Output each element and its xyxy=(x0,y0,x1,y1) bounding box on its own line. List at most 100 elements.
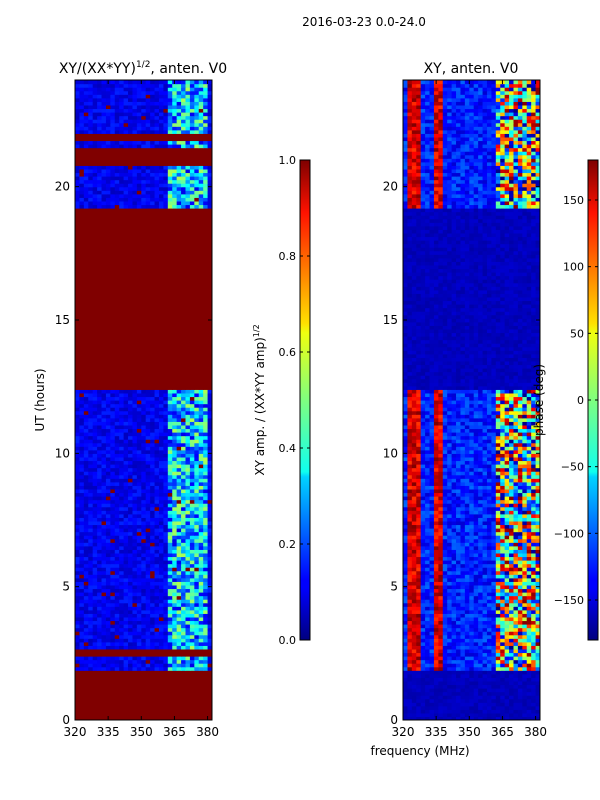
heatmap-cell xyxy=(172,264,178,270)
heatmap-cell xyxy=(198,432,204,437)
heatmap-cell xyxy=(194,698,200,703)
heatmap-cell xyxy=(145,321,151,326)
heatmap-cell xyxy=(150,254,156,259)
heatmap-cell xyxy=(207,456,212,462)
heatmap-cell xyxy=(105,304,111,309)
heatmap-cell xyxy=(176,279,182,284)
heatmap-cell xyxy=(176,535,182,540)
heatmap-cell xyxy=(79,506,85,511)
heatmap-cell xyxy=(176,481,182,486)
heatmap-cell xyxy=(163,453,169,458)
heatmap-cell xyxy=(158,677,164,682)
heatmap-cell xyxy=(114,698,120,703)
heatmap-cell xyxy=(101,528,107,533)
heatmap-cell xyxy=(207,382,212,387)
heatmap-cell xyxy=(203,318,209,323)
heatmap-cell xyxy=(114,631,120,636)
heatmap-cell xyxy=(75,492,81,497)
heatmap-cell xyxy=(114,634,120,639)
heatmap-cell xyxy=(158,424,164,430)
heatmap-cell xyxy=(119,371,125,376)
heatmap-cell xyxy=(83,410,89,415)
heatmap-cell xyxy=(75,488,81,494)
heatmap-cell xyxy=(150,666,156,671)
heatmap-cell xyxy=(181,474,187,479)
heatmap-cell xyxy=(198,535,204,540)
heatmap-cell xyxy=(123,268,129,273)
heatmap-cell xyxy=(97,186,103,191)
heatmap-cell xyxy=(132,154,138,159)
heatmap-cell xyxy=(136,400,142,405)
heatmap-cell xyxy=(158,648,164,654)
heatmap-cell xyxy=(158,328,164,334)
heatmap-cell xyxy=(119,659,125,664)
heatmap-cell xyxy=(198,154,204,159)
heatmap-cell xyxy=(75,549,81,554)
heatmap-cell xyxy=(189,275,195,280)
heatmap-cell xyxy=(167,368,173,373)
heatmap-cell xyxy=(83,346,89,351)
heatmap-cell xyxy=(101,240,107,245)
heatmap-cell xyxy=(176,581,182,586)
heatmap-cell xyxy=(198,311,204,316)
heatmap-cell xyxy=(97,524,103,529)
heatmap-cell xyxy=(207,186,212,191)
heatmap-cell xyxy=(150,520,156,526)
heatmap-cell xyxy=(158,179,164,184)
heatmap-cell xyxy=(203,151,209,156)
heatmap-cell xyxy=(110,595,116,600)
heatmap-cell xyxy=(88,698,94,703)
heatmap-cell xyxy=(97,513,103,518)
heatmap-cell xyxy=(167,656,173,661)
heatmap-cell xyxy=(119,378,125,383)
heatmap-cell xyxy=(123,503,129,508)
heatmap-cell xyxy=(88,147,94,152)
heatmap-cell xyxy=(128,421,134,426)
heatmap-cell xyxy=(128,261,134,266)
heatmap-cell xyxy=(128,332,134,337)
heatmap-cell xyxy=(203,346,209,351)
heatmap-cell xyxy=(189,254,195,259)
heatmap-cell xyxy=(176,250,182,255)
heatmap-cell xyxy=(181,517,187,522)
heatmap-cell xyxy=(198,336,204,341)
heatmap-cell xyxy=(154,250,160,255)
heatmap-cell xyxy=(141,684,147,689)
heatmap-cell xyxy=(158,446,164,451)
heatmap-cell xyxy=(79,666,85,671)
heatmap-cell xyxy=(114,510,120,515)
heatmap-cell xyxy=(101,282,107,287)
heatmap-cell xyxy=(167,282,173,287)
heatmap-cell xyxy=(203,666,209,671)
heatmap-cell xyxy=(141,712,147,718)
heatmap-cell xyxy=(185,396,191,401)
heatmap-cell xyxy=(207,552,212,558)
heatmap-cell xyxy=(163,250,169,255)
heatmap-cell xyxy=(110,609,116,614)
heatmap-cell xyxy=(132,670,138,675)
heatmap-cell xyxy=(79,176,85,181)
heatmap-cell xyxy=(189,609,195,614)
heatmap-cell xyxy=(203,186,209,191)
heatmap-cell xyxy=(203,183,209,188)
heatmap-cell xyxy=(176,336,182,341)
heatmap-cell xyxy=(181,410,187,415)
heatmap-cell xyxy=(136,428,142,433)
heatmap-cell xyxy=(203,695,209,700)
heatmap-cell xyxy=(198,563,204,568)
heatmap-cell xyxy=(83,211,89,216)
heatmap-cell xyxy=(97,172,103,177)
heatmap-cell xyxy=(110,624,116,629)
heatmap-cell xyxy=(92,627,98,632)
heatmap-cell xyxy=(207,176,212,181)
heatmap-cell xyxy=(203,570,209,575)
heatmap-cell xyxy=(207,279,212,284)
heatmap-cell xyxy=(92,631,98,636)
heatmap-cell xyxy=(185,631,191,636)
heatmap-cell xyxy=(181,293,187,298)
heatmap-cell xyxy=(79,371,85,376)
heatmap-cell xyxy=(101,453,107,458)
heatmap-cell xyxy=(207,257,212,262)
heatmap-cell xyxy=(150,272,156,277)
heatmap-cell xyxy=(88,243,94,248)
